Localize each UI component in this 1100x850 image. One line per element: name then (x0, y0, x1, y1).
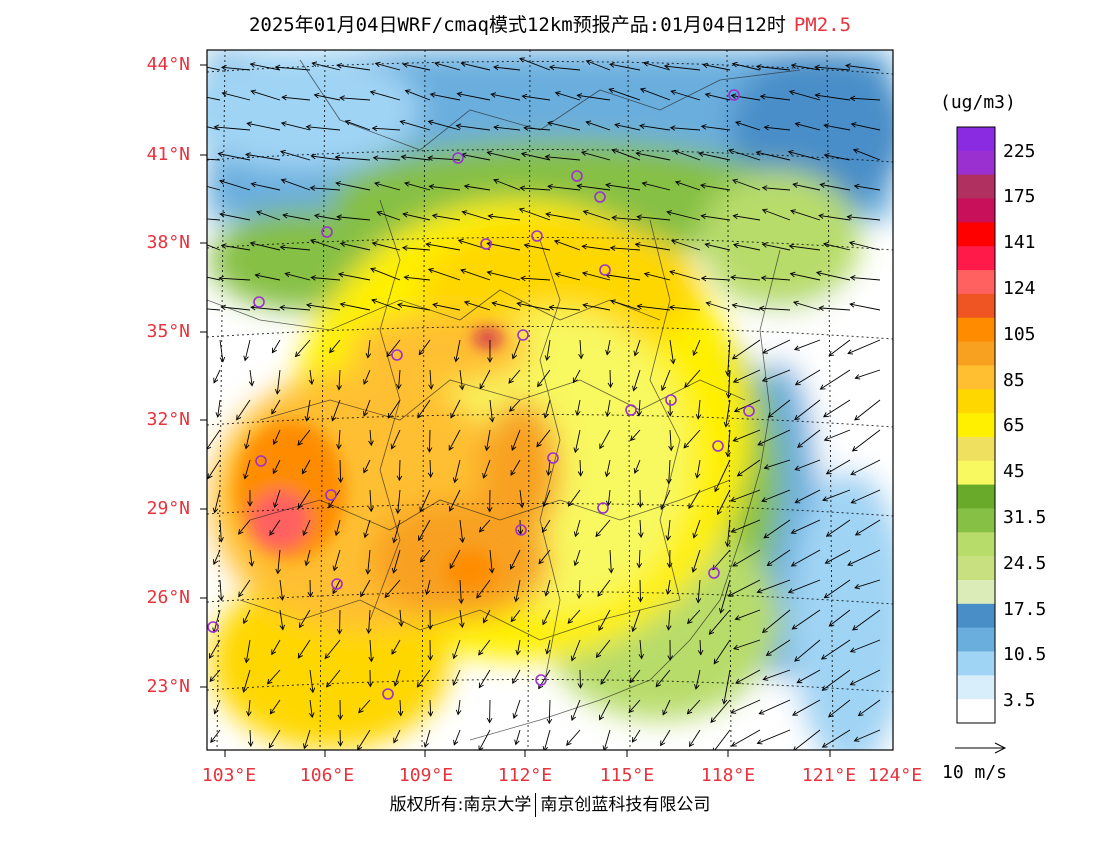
colorbar-swatch (957, 460, 995, 486)
colorbar-swatch (957, 603, 995, 629)
city-marker (480, 238, 492, 250)
lat-label-26: 26°N (146, 587, 190, 608)
colorbar-swatch (957, 579, 995, 605)
colorbar-swatch (957, 317, 995, 343)
colorbar-swatch (957, 508, 995, 533)
colorbar-label: 31.5 (1003, 507, 1047, 528)
colorbar-swatch (957, 484, 995, 509)
colorbar-swatch (957, 222, 995, 247)
colorbar-swatch (957, 675, 995, 700)
colorbar (956, 126, 996, 724)
city-marker (712, 440, 724, 452)
city-marker (207, 621, 219, 633)
city-marker (321, 226, 333, 238)
colorbar-swatch (957, 270, 995, 295)
lat-label-44: 44°N (146, 54, 190, 75)
lat-label-32: 32°N (146, 409, 190, 430)
colorbar-label: 24.5 (1003, 553, 1047, 574)
lat-label-41: 41°N (146, 144, 190, 165)
colorbar-swatch (957, 198, 995, 223)
city-marker (382, 688, 394, 700)
colorbar-swatch (957, 293, 995, 319)
city-marker (571, 170, 583, 182)
lat-label-23: 23°N (146, 676, 190, 697)
colorbar-label: 124 (1003, 278, 1036, 299)
lon-label-112: 112°E (497, 765, 553, 786)
city-marker (743, 405, 755, 417)
city-marker (253, 296, 265, 308)
lon-label-115: 115°E (599, 765, 655, 786)
copyright: 版权所有:南京大学 南京创蓝科技有限公司 (0, 790, 1100, 817)
city-marker (391, 349, 403, 361)
colorbar-swatch (957, 389, 995, 414)
lon-label-103: 103°E (201, 765, 257, 786)
city-marker (452, 152, 464, 164)
colorbar-swatch (957, 127, 995, 152)
colorbar-swatch (957, 174, 995, 200)
colorbar-label: 17.5 (1003, 599, 1047, 620)
colorbar-unit: (ug/m3) (940, 92, 1016, 113)
lat-label-29: 29°N (146, 498, 190, 519)
lon-label-106: 106°E (299, 765, 355, 786)
title-text: 2025年01月04日WRF/cmaq模式12km预报产品:01月04日12时 (248, 14, 786, 36)
colorbar-swatch (957, 246, 995, 271)
colorbar-label: 65 (1003, 415, 1025, 436)
colorbar-label: 225 (1003, 141, 1036, 162)
colorbar-label: 105 (1003, 324, 1036, 345)
city-marker (531, 230, 543, 242)
lon-label-109: 109°E (398, 765, 454, 786)
lon-label-121: 121°E (801, 765, 857, 786)
city-marker (665, 394, 677, 406)
lat-label-38: 38°N (146, 232, 190, 253)
colorbar-swatch (957, 341, 995, 366)
wind-legend-label: 10 m/s (942, 762, 1008, 783)
city-marker (325, 489, 337, 501)
colorbar-swatch (957, 413, 995, 438)
colorbar-swatch (957, 365, 995, 390)
copyright-right: 南京创蓝科技有限公司 (540, 795, 711, 815)
city-marker (517, 329, 529, 341)
colorbar-swatch (957, 651, 995, 676)
colorbar-label: 10.5 (1003, 644, 1047, 665)
city-marker (515, 524, 527, 536)
colorbar-swatch (957, 627, 995, 652)
colorbar-label: 45 (1003, 461, 1025, 482)
colorbar-label: 175 (1003, 186, 1036, 207)
lon-label-118: 118°E (700, 765, 756, 786)
city-marker (255, 455, 267, 467)
city-marker (594, 191, 606, 203)
colorbar-label: 3.5 (1003, 690, 1036, 711)
colorbar-swatch (957, 532, 995, 557)
lat-label-35: 35°N (146, 321, 190, 342)
city-marker (547, 452, 559, 464)
city-marker (535, 674, 547, 686)
city-marker (625, 404, 637, 416)
wind-legend-arrow (955, 742, 1007, 754)
pollutant-label: PM2.5 (793, 14, 852, 36)
city-marker (599, 264, 611, 276)
city-marker (597, 502, 609, 514)
city-marker (708, 567, 720, 579)
colorbar-swatch (957, 699, 995, 724)
colorbar-label: 141 (1003, 232, 1036, 253)
copyright-left: 版权所有:南京大学 (389, 795, 532, 815)
colorbar-swatch (957, 436, 995, 462)
city-marker (331, 578, 343, 590)
colorbar-swatch (957, 150, 995, 176)
city-marker (728, 89, 740, 101)
lon-label-124: 124°E (867, 765, 923, 786)
copyright-separator (535, 793, 537, 817)
map-title: 2025年01月04日WRF/cmaq模式12km预报产品:01月04日12时 P… (0, 10, 1100, 37)
colorbar-label: 85 (1003, 370, 1025, 391)
colorbar-swatch (957, 556, 995, 581)
